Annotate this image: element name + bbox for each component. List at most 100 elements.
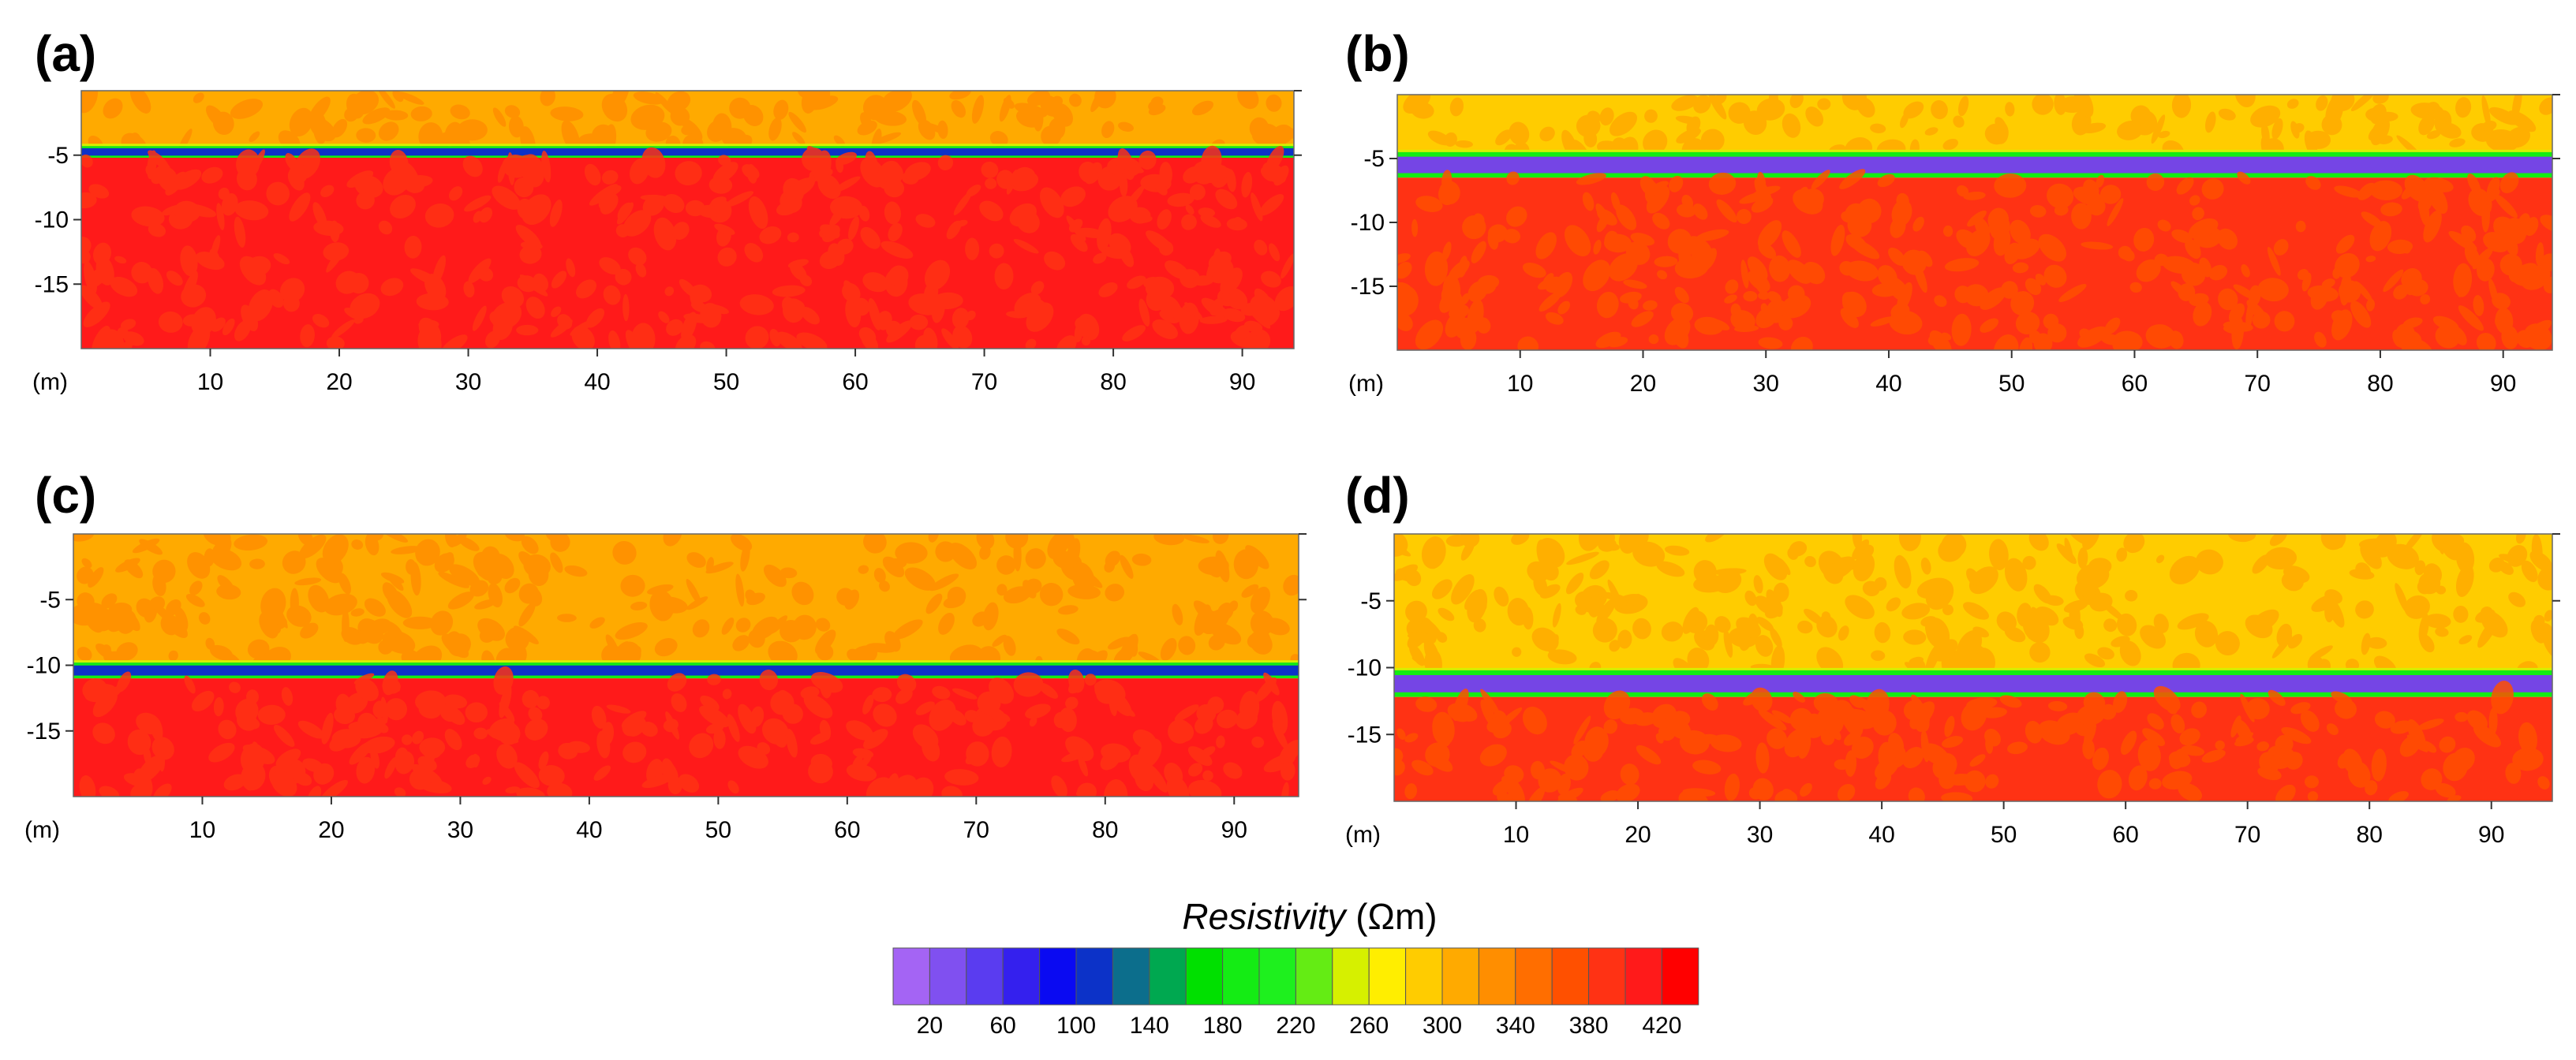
layer-1 — [81, 146, 1294, 159]
colorbar-swatch — [1222, 947, 1260, 1006]
colorbar-swatch — [1295, 947, 1333, 1006]
x-tick-label: 90 — [2478, 822, 2504, 848]
x-tick-label: 20 — [318, 817, 344, 843]
x-tick-label: 40 — [576, 817, 602, 843]
transition-band — [1397, 173, 2552, 178]
x-tick-label: 60 — [2112, 822, 2138, 848]
x-tick-label: 70 — [2245, 371, 2271, 397]
transition-band — [73, 660, 1299, 663]
transition-band — [73, 662, 1299, 666]
x-axis-unit: (m) — [32, 369, 68, 395]
layer-texture — [73, 534, 1299, 674]
colorbar-swatch — [1515, 947, 1553, 1006]
colorbar-swatch — [1112, 947, 1150, 1006]
x-tick-label: 90 — [1229, 369, 1255, 395]
colorbar-swatch — [1624, 947, 1662, 1006]
colorbar-tick-label: 60 — [990, 1013, 1016, 1039]
x-tick-label: 50 — [713, 369, 739, 395]
layer-texture — [81, 145, 1294, 349]
colorbar-swatch — [1478, 947, 1516, 1006]
y-tick-label: -5 — [47, 143, 69, 169]
panel-d: (d) -5 -10 -15 10 20 30 40 50 60 70 80 90 (m) — [1345, 467, 2560, 848]
resistivity-section — [1397, 95, 2552, 350]
x-tick-label: 20 — [1630, 371, 1656, 397]
y-tick-label: -10 — [27, 653, 61, 679]
resistivity-section — [1394, 534, 2552, 801]
x-tick-label: 10 — [197, 369, 223, 395]
y-tick-label: -5 — [1360, 588, 1381, 614]
transition-band — [81, 155, 1294, 159]
transition-band — [73, 675, 1299, 679]
x-tick-label: 70 — [971, 369, 997, 395]
colorbar-swatch — [1661, 947, 1699, 1006]
x-tick-label: 60 — [2122, 371, 2148, 397]
layer-core — [1397, 156, 2552, 174]
colorbar-swatch — [1588, 947, 1626, 1006]
y-tick-label: -15 — [1351, 274, 1385, 300]
x-axis-unit: (m) — [24, 817, 60, 843]
x-tick-label: 20 — [326, 369, 352, 395]
colorbar-swatch — [1075, 947, 1113, 1006]
x-tick-label: 80 — [2367, 371, 2393, 397]
transition-band — [1397, 151, 2552, 157]
resistivity-section — [81, 91, 1294, 349]
y-tick-label: -15 — [27, 718, 61, 745]
panel-a: (a) -5 -10 -15 10 20 30 40 50 60 70 80 90 (m) — [32, 25, 1302, 395]
x-tick-label: 10 — [1503, 822, 1529, 848]
colorbar-tick-label: 380 — [1569, 1013, 1609, 1039]
x-tick-label: 90 — [2490, 371, 2516, 397]
colorbar-tick-label: 20 — [917, 1013, 943, 1039]
x-tick-label: 40 — [1868, 822, 1894, 848]
resistivity-section — [73, 534, 1299, 797]
colorbar-tick-label: 140 — [1130, 1013, 1169, 1039]
x-tick-label: 40 — [1875, 371, 1901, 397]
colorbar: Resistivity (Ωm) 20 60 100 140 180 220 260 300 3… — [892, 896, 1699, 1039]
colorbar-tick-label: 340 — [1496, 1013, 1535, 1039]
x-tick-label: 80 — [2357, 822, 2383, 848]
transition-band — [81, 146, 1294, 148]
x-axis-unit: (m) — [1345, 822, 1381, 848]
colorbar-tick-label: 260 — [1349, 1013, 1389, 1039]
transition-band — [1394, 667, 2552, 670]
x-tick-label: 10 — [189, 817, 215, 843]
x-tick-label: 30 — [1753, 371, 1779, 397]
x-tick-label: 30 — [1747, 822, 1773, 848]
x-tick-label: 40 — [584, 369, 610, 395]
colorbar-swatch — [1258, 947, 1296, 1006]
y-tick-label: -5 — [1363, 146, 1385, 172]
x-tick-label: 70 — [963, 817, 989, 843]
x-tick-label: 30 — [455, 369, 481, 395]
colorbar-swatch — [1332, 947, 1370, 1006]
layer-texture — [79, 666, 1299, 797]
colorbar-swatch — [1039, 947, 1077, 1006]
colorbar-swatch — [1185, 947, 1224, 1006]
panel-label: (b) — [1345, 25, 1410, 82]
colorbar-swatch — [1551, 947, 1590, 1006]
layer-core — [1394, 674, 2552, 692]
colorbar-swatch — [1441, 947, 1479, 1006]
colorbar-swatch — [966, 947, 1004, 1006]
transition-band — [81, 144, 1294, 147]
x-tick-label: 20 — [1624, 822, 1651, 848]
colorbar-tick-label: 420 — [1642, 1013, 1681, 1039]
panels-group: (a) -5 -10 -15 10 20 30 40 50 60 70 80 90 (m) (b) -5 -10… — [24, 25, 2560, 848]
colorbar-swatch — [1149, 947, 1187, 1006]
x-tick-label: 50 — [1991, 822, 2017, 848]
colorbar-tick-label: 180 — [1203, 1013, 1243, 1039]
x-tick-label: 50 — [1998, 371, 2025, 397]
y-tick-label: -5 — [39, 587, 61, 613]
x-tick-label: 60 — [834, 817, 860, 843]
colorbar-swatch — [1405, 947, 1443, 1006]
colorbar-swatch — [929, 947, 967, 1006]
y-tick-label: -15 — [35, 271, 69, 297]
colorbar-swatch — [892, 947, 930, 1006]
x-tick-label: 30 — [447, 817, 473, 843]
x-tick-label: 80 — [1100, 369, 1126, 395]
x-axis-unit: (m) — [1348, 371, 1384, 397]
colorbar-swatch — [1368, 947, 1407, 1006]
x-tick-label: 50 — [705, 817, 731, 843]
y-tick-label: -10 — [1351, 210, 1385, 236]
x-tick-label: 70 — [2234, 822, 2260, 848]
x-tick-label: 80 — [1092, 817, 1118, 843]
colorbar-tick-label: 220 — [1276, 1013, 1315, 1039]
